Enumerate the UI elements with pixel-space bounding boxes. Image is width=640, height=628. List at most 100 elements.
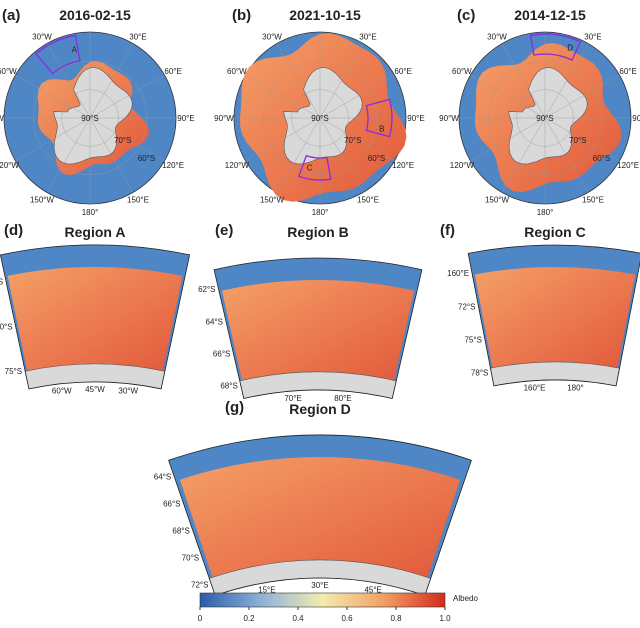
lat-label: 60°S [138,154,155,163]
graticule [470,117,546,162]
lon-label: 45°E [364,585,381,594]
graticule [89,117,165,162]
region-box [35,34,81,75]
lon-label: 90°W [214,114,234,123]
graticule [89,117,134,193]
graticule [46,117,91,193]
frame [168,434,472,597]
lon-label: 150°W [30,195,55,204]
lon-label: 60°W [452,67,472,76]
lon-label: 90°W [0,114,4,123]
lat-label: 64°S [206,317,223,326]
lon-label: 180° [537,208,554,217]
lat-label: 62°S [198,285,215,294]
colorbar [199,592,446,608]
lat-label: 90°S [311,114,328,123]
lon-label: 120°W [450,161,475,170]
lon-label: 80°E [334,394,351,403]
graticule [501,43,546,119]
lat-label: 72°S [191,581,208,590]
lon-label: 90°W [439,114,459,123]
colorbar-tick-label: 0.8 [390,614,402,623]
lon-label: 180° [82,208,99,217]
graticule [89,43,134,119]
lat-label: 70°S [344,136,361,145]
lat-label: 65°S [0,278,3,287]
lon-label: 30°E [129,33,146,42]
panel-title: Region B [287,224,348,240]
land [490,361,620,387]
lat-label: 64°S [154,473,171,482]
lon-label: 120°E [162,161,184,170]
graticule [245,74,321,119]
lon-label: 30°W [118,387,138,396]
lat-label: 75°S [5,367,22,376]
panel-title: 2014-12-15 [514,7,586,23]
panel-letter: (b) [232,7,251,24]
lon-label: 30°W [262,33,282,42]
panel-letter: (g) [225,399,244,416]
colorbar-tick-label: 0.2 [243,614,255,623]
lon-label: 90°E [632,114,640,123]
graticule [544,74,620,119]
lon-label: 60°E [394,67,411,76]
lon-label: 45°W [85,385,105,394]
lat-label: 72°S [458,302,475,311]
lat-label: 70°S [0,322,13,331]
lat-label: 90°S [536,114,553,123]
lon-label: 15°E [258,585,275,594]
lon-label: 120°E [617,161,639,170]
region-box [297,154,332,181]
colorbar-tick-label: 0 [198,614,203,623]
panel-letter: (d) [4,222,23,239]
graticule [276,117,321,193]
lon-label: 120°W [225,161,250,170]
graticule [245,117,321,162]
panel-letter: (e) [215,222,233,239]
lat-label: 70°S [182,554,199,563]
lon-label: 30°W [32,33,52,42]
lon-label: 180° [312,208,329,217]
lon-label: 60°W [227,67,247,76]
lon-label: 30°E [311,581,328,590]
panel-title: 2021-10-15 [289,7,361,23]
lon-label: 180° [567,384,584,393]
lon-label: 120°W [0,161,19,170]
lon-label: 150°W [260,195,285,204]
lon-label: 30°E [359,33,376,42]
graticule [319,74,395,119]
lat-label: 60°S [368,154,385,163]
region-label: A [72,45,78,54]
lat-label: 70°S [114,136,131,145]
lon-label: 90°E [177,114,194,123]
lat-label: 68°S [220,382,237,391]
graticule [15,117,91,162]
lon-label: 60°W [0,67,17,76]
colorbar-tick-label: 0.6 [341,614,353,623]
lat-label: 75°S [464,335,481,344]
graticule [544,117,620,162]
graticule [276,43,321,119]
panel-letter: (c) [457,7,475,24]
lon-label: 30°E [584,33,601,42]
lat-label: 160°E [447,269,469,278]
panel-title: 2016-02-15 [59,7,131,23]
lon-label: 150°E [582,195,604,204]
graticule [470,74,546,119]
sea-ice [179,456,461,582]
lat-label: 68°S [172,527,189,536]
lon-label: 150°W [485,195,510,204]
graticule [319,117,364,193]
region-box [365,98,393,138]
colorbar-tick-label: 1.0 [439,614,451,623]
graticule [544,117,589,193]
lon-label: 60°E [619,67,636,76]
region-label: C [307,163,313,172]
lon-label: 70°E [284,394,301,403]
lon-label: 120°E [392,161,414,170]
sea-ice [7,266,183,375]
sea-ice [474,267,636,372]
frame [467,244,640,387]
graticule [89,74,165,119]
colorbar-tick-label: 0.4 [292,614,304,623]
